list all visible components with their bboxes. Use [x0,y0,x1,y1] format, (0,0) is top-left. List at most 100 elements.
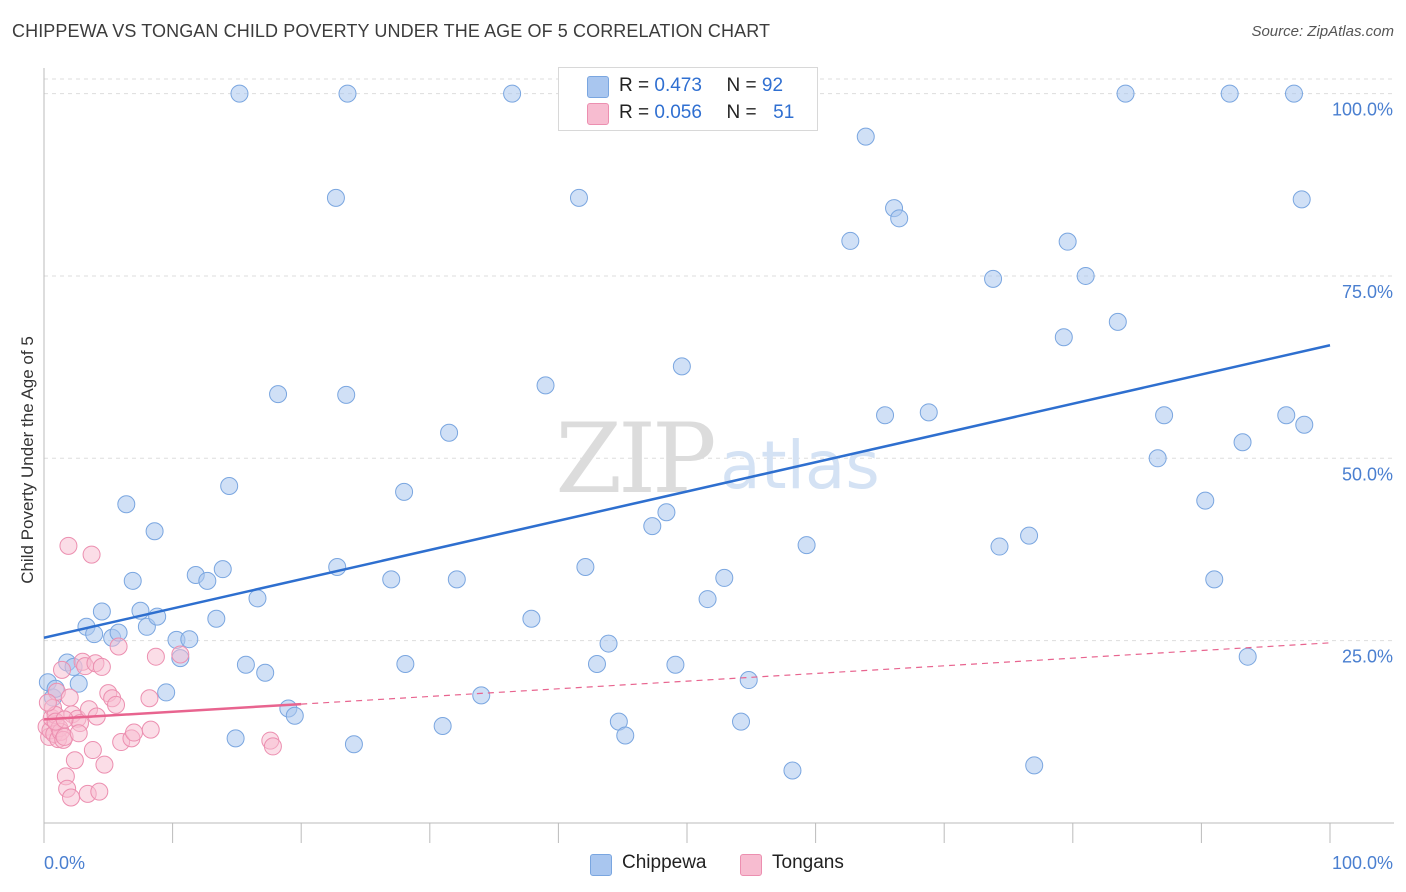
data-point-chippewa [1292,190,1311,209]
data-point-tongans [171,645,190,664]
data-point-chippewa [1116,84,1135,103]
data-point-chippewa [344,735,363,754]
tongans-swatch [587,103,609,125]
data-point-chippewa [1108,312,1127,331]
data-point-tongans [62,788,81,807]
chart-title: CHIPPEWA VS TONGAN CHILD POVERTY UNDER T… [12,21,771,41]
data-point-chippewa [990,537,1009,556]
data-point-chippewa [666,655,685,674]
data-point-chippewa [326,188,345,207]
chippewa-swatch [587,76,609,98]
data-point-chippewa [616,726,635,745]
legend-r-label: R = [619,75,650,96]
legend-r-label: R = [619,102,650,123]
legend: R = 0.473 N = 92 R = 0.056 N = 51 [558,67,818,131]
series-tongans [37,536,282,807]
data-point-chippewa [536,376,555,395]
y-tick-label: 75.0% [1342,282,1393,302]
data-point-tongans [69,724,88,743]
data-point-chippewa [1277,406,1296,425]
data-point-tongans [140,689,159,708]
data-point-tongans [60,688,79,707]
data-point-tongans [83,741,102,760]
data-point-tongans [107,695,126,714]
data-point-chippewa [919,403,938,422]
data-point-chippewa [248,589,267,608]
data-point-chippewa [198,571,217,590]
data-point-chippewa [1076,266,1095,285]
data-point-chippewa [587,654,606,673]
data-point-tongans [65,751,84,770]
y-tick-label: 50.0% [1342,464,1393,484]
data-point-chippewa [1148,449,1167,468]
data-point-tongans [95,755,114,774]
data-point-chippewa [230,84,249,103]
data-point-tongans [109,637,128,656]
data-point-chippewa [1025,756,1044,775]
legend-r-value: 0.473 [654,75,702,96]
data-point-chippewa [698,590,717,609]
data-point-chippewa [285,706,304,725]
data-point-tongans [263,737,282,756]
data-point-chippewa [569,188,588,207]
trend-line-tongans [43,702,302,721]
data-point-chippewa [123,571,142,590]
x-tick-label: 100.0% [1332,853,1393,873]
data-point-chippewa [207,609,226,628]
data-point-tongans [59,536,78,555]
data-point-chippewa [1196,491,1215,510]
data-point-chippewa [1284,84,1303,103]
legend-n-label: N = [726,102,757,123]
watermark-zip: ZIP [555,403,714,515]
data-point-chippewa [220,477,239,496]
legend-r-value: 0.056 [654,102,702,123]
x-tick-label: 0.0% [44,853,85,873]
axes [43,68,1394,843]
data-point-chippewa [1054,328,1073,347]
data-point-chippewa [337,385,356,404]
data-point-chippewa [447,570,466,589]
data-point-chippewa [92,602,111,621]
data-point-chippewa [890,209,909,228]
data-point-chippewa [715,568,734,587]
y-tick-label: 100.0% [1332,100,1393,120]
chippewa-swatch [590,854,612,876]
data-point-chippewa [1220,84,1239,103]
source-credit: Source: ZipAtlas.com [1251,23,1394,40]
data-point-tongans [125,723,144,742]
data-point-chippewa [576,557,595,576]
data-point-chippewa [440,423,459,442]
data-point-chippewa [1155,406,1174,425]
data-point-chippewa [1058,232,1077,251]
trend-lines [43,344,1331,721]
trend-line-tongans-extension [301,642,1331,705]
data-point-chippewa [395,482,414,501]
y-tick-label: 25.0% [1342,647,1393,667]
data-point-tongans [146,647,165,666]
data-point-tongans [90,782,109,801]
trend-line-chippewa [43,344,1331,639]
data-point-chippewa [1020,526,1039,545]
tick-labels: 25.0% 50.0% 75.0% 100.0% 0.0% 100.0% [44,100,1393,873]
data-point-chippewa [876,406,895,425]
data-point-chippewa [1295,415,1314,434]
data-point-chippewa [672,357,691,376]
data-point-tongans [141,720,160,739]
data-point-chippewa [797,536,816,555]
data-point-chippewa [338,84,357,103]
data-point-chippewa [657,503,676,522]
data-point-chippewa [522,609,541,628]
data-point-chippewa [236,655,255,674]
data-point-chippewa [1238,647,1257,666]
grid-lines [44,78,1394,642]
data-point-chippewa [433,716,452,735]
data-point-chippewa [783,761,802,780]
data-point-chippewa [984,269,1003,288]
data-point-chippewa [396,654,415,673]
data-point-chippewa [117,495,136,514]
data-point-tongans [82,545,101,564]
data-point-chippewa [643,517,662,536]
data-point-tongans [38,693,57,712]
data-point-chippewa [1233,433,1252,452]
